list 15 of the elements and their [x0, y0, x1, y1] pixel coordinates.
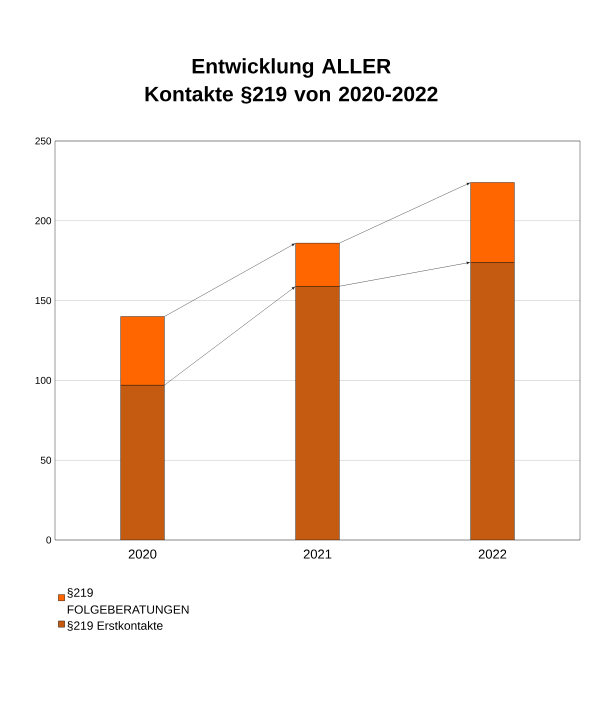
- y-tick-label: 50: [40, 456, 52, 464]
- legend-label: §219 FOLGEBERATUNGEN: [67, 588, 189, 614]
- bar: [470, 262, 515, 540]
- y-tick-label: 150: [36, 297, 52, 304]
- bar: [295, 286, 340, 540]
- legend-label: §219 Erstkontakte: [67, 621, 163, 631]
- y-tick-label: 100: [36, 376, 52, 384]
- x-tick-label: 2021: [304, 550, 332, 559]
- y-tick-label: 0: [46, 536, 52, 544]
- x-tick-label: 2020: [128, 550, 156, 559]
- chart-title: Entwicklung ALLER Kontakte §219 von 2020-2022: [146, 58, 438, 104]
- y-tick-label: 250: [35, 137, 52, 145]
- y-tick-label: 200: [35, 217, 52, 224]
- x-tick-label: 2022: [478, 550, 506, 559]
- bar: [120, 384, 165, 540]
